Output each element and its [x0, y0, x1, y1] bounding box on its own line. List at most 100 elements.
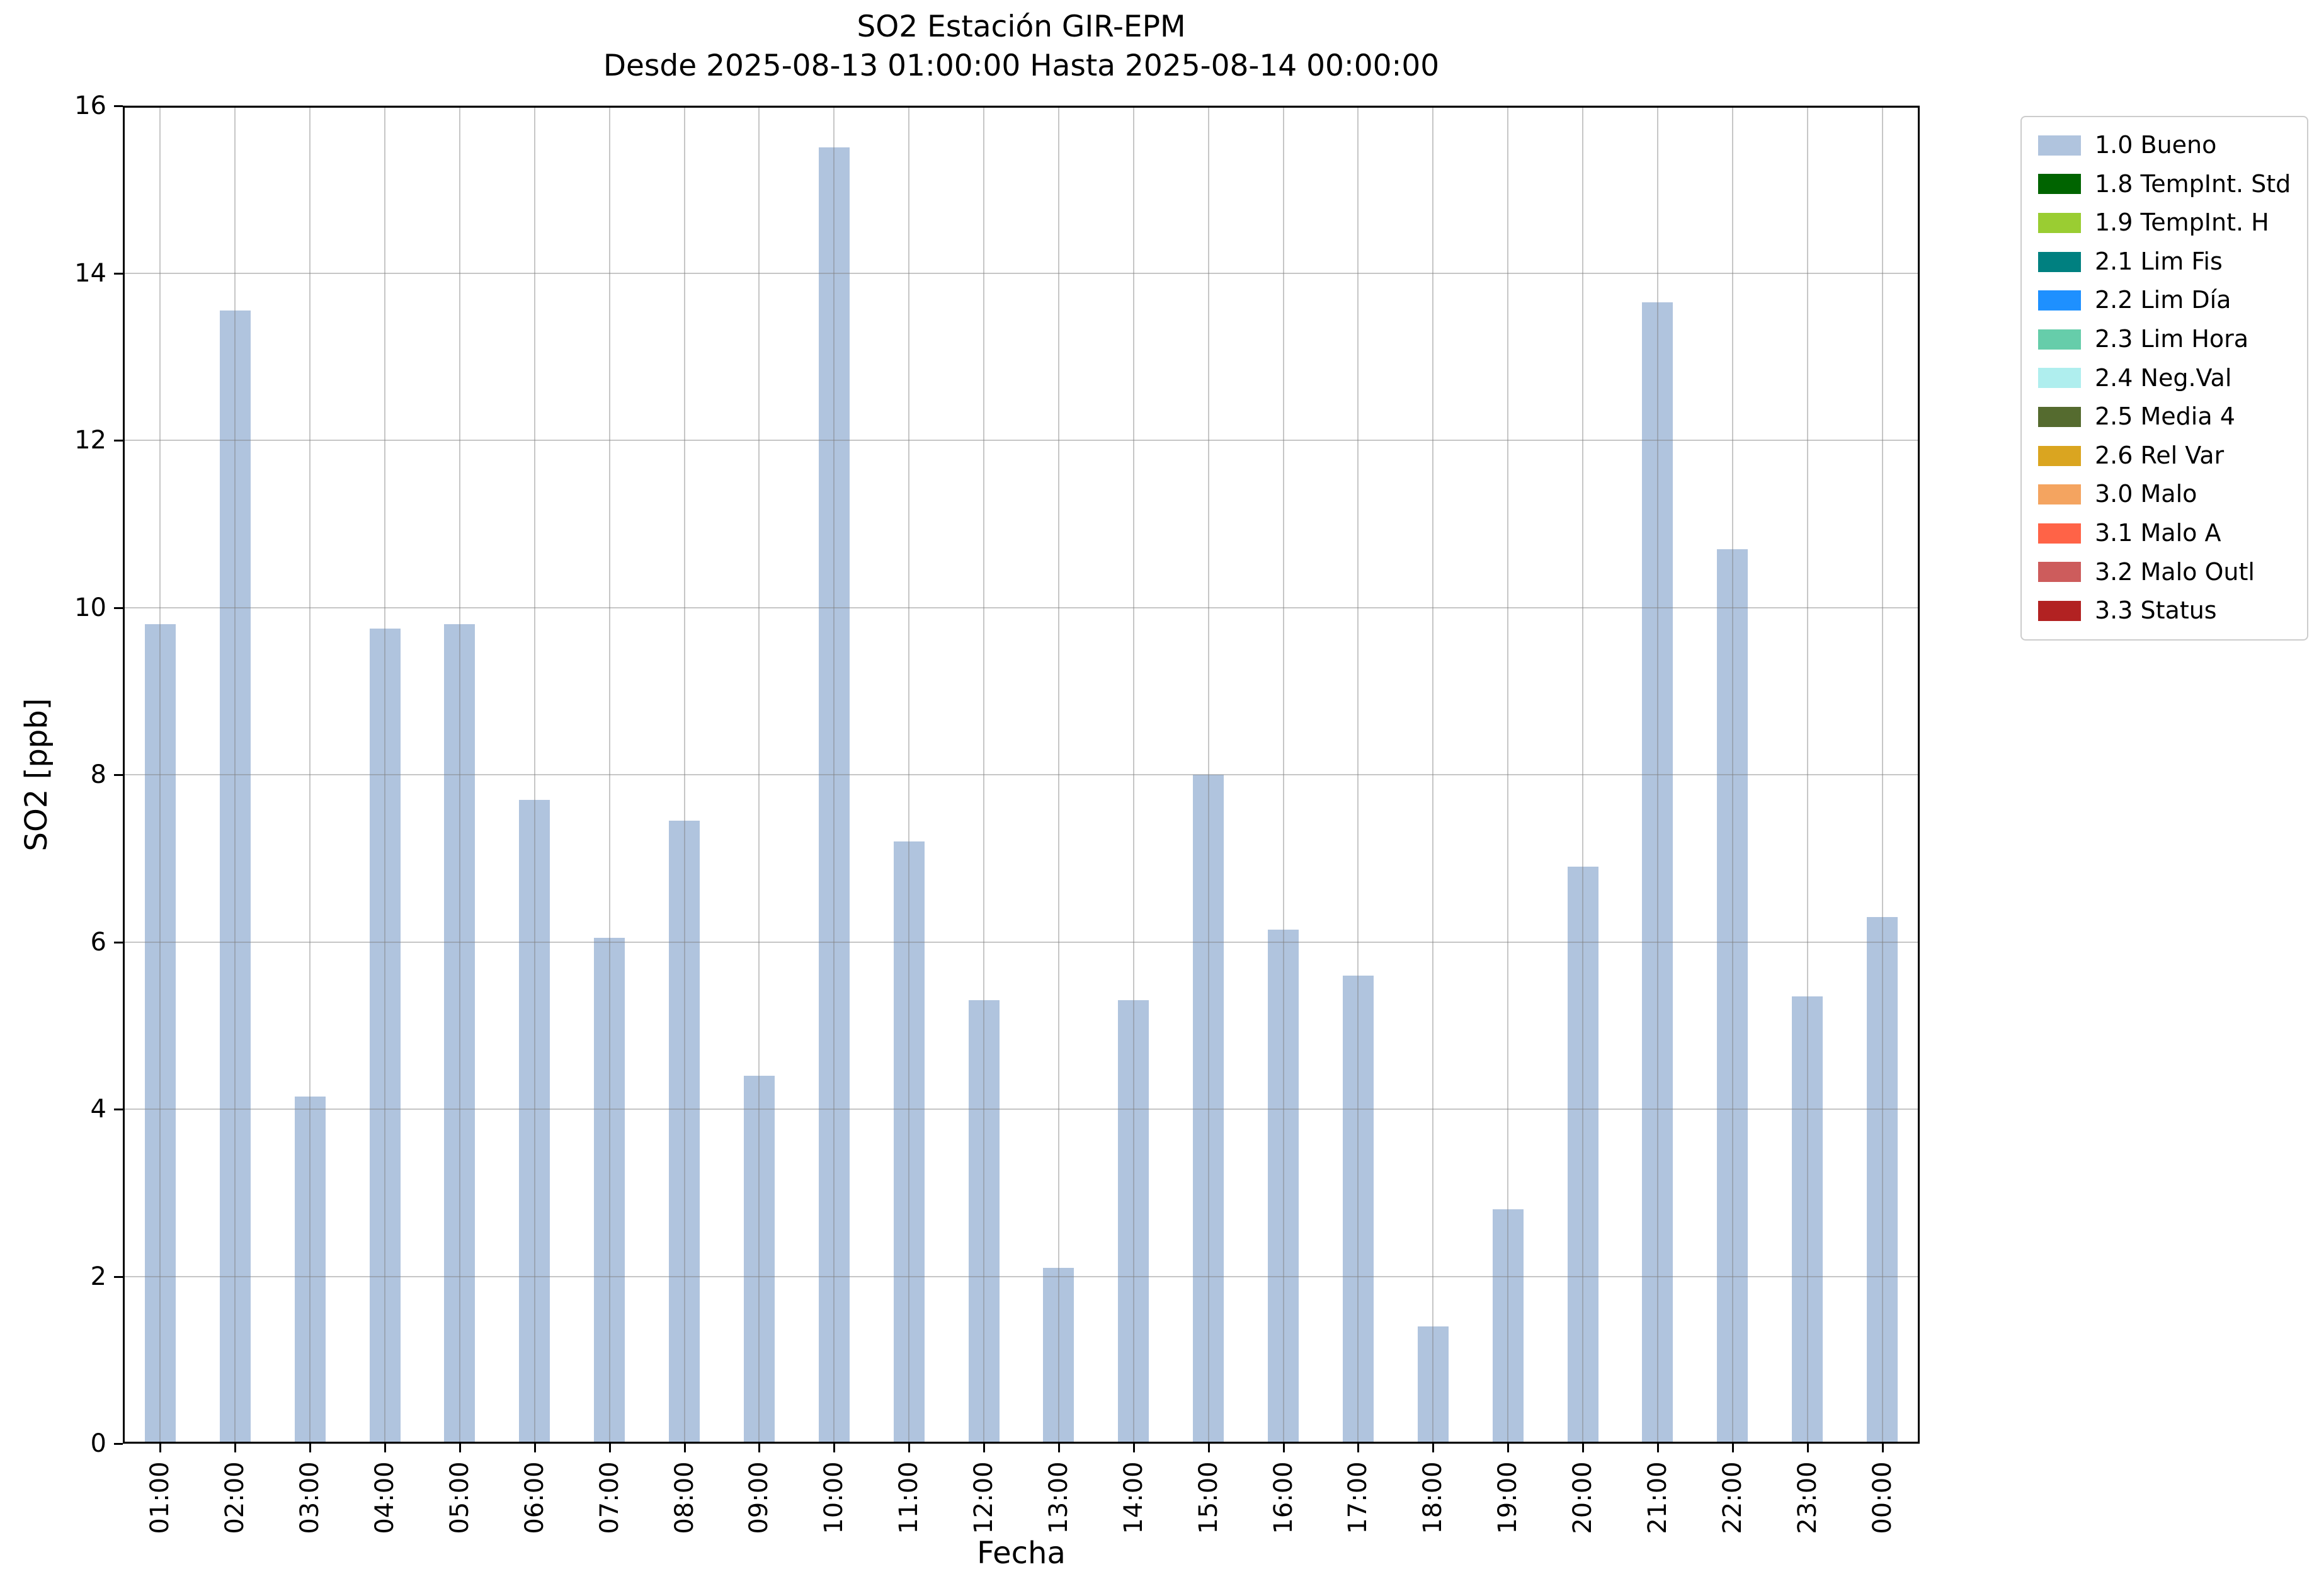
gridline-vertical — [459, 106, 460, 1444]
y-tick-mark — [114, 1443, 123, 1445]
legend-label: 2.3 Lim Hora — [2095, 324, 2249, 353]
gridline-vertical — [1133, 106, 1134, 1444]
y-tick-label-text: 14 — [74, 259, 106, 288]
legend-label: 3.2 Malo Outl — [2095, 557, 2255, 586]
x-tick-label-text: 00:00 — [1868, 1461, 1897, 1534]
x-axis-label: Fecha — [977, 1536, 1066, 1571]
y-tick-mark — [114, 440, 123, 442]
plot-area — [123, 105, 1920, 1444]
legend-label: 2.1 Lim Fis — [2095, 247, 2223, 275]
gridline-vertical — [1357, 106, 1359, 1444]
x-tick-mark — [908, 1444, 910, 1452]
bar-12:00 — [969, 1000, 1000, 1444]
legend-label: 1.8 TempInt. Std — [2095, 169, 2291, 198]
gridline-vertical — [1432, 106, 1433, 1444]
y-tick-label-text: 8 — [90, 760, 106, 789]
x-tick-mark — [609, 1444, 611, 1452]
bar-18:00 — [1418, 1326, 1449, 1444]
legend-label: 1.9 TempInt. H — [2095, 208, 2269, 237]
legend-entry: 3.3 Status — [2038, 596, 2291, 625]
y-tick-mark — [114, 105, 123, 107]
y-tick-label-text: 16 — [74, 91, 106, 120]
y-tick-label-text: 12 — [74, 426, 106, 455]
legend-entry: 1.8 TempInt. Std — [2038, 170, 2291, 199]
bar-23:00 — [1792, 996, 1823, 1444]
bar-16:00 — [1268, 930, 1299, 1444]
gridline-vertical — [1208, 106, 1209, 1444]
y-tick-mark — [114, 942, 123, 943]
bar-08:00 — [669, 821, 700, 1444]
x-tick-label-text: 18:00 — [1418, 1461, 1447, 1534]
gridline-vertical — [1657, 106, 1658, 1444]
x-tick-label-text: 23:00 — [1793, 1461, 1822, 1534]
x-tick-label-text: 05:00 — [445, 1461, 474, 1534]
x-tick-label-text: 19:00 — [1493, 1461, 1522, 1534]
legend-swatch-icon — [2038, 174, 2081, 195]
x-tick-label-text: 01:00 — [145, 1461, 174, 1534]
x-tick-label-text: 08:00 — [670, 1461, 699, 1534]
x-tick-mark — [1432, 1444, 1434, 1452]
gridline-vertical — [758, 106, 760, 1444]
gridline-horizontal — [123, 774, 1920, 775]
gridline-vertical — [384, 106, 385, 1444]
legend-label: 2.4 Neg.Val — [2095, 363, 2232, 392]
gridline-vertical — [1058, 106, 1059, 1444]
x-tick-label-text: 20:00 — [1568, 1461, 1597, 1534]
legend-swatch-icon — [2038, 212, 2081, 233]
x-tick-label-text: 02:00 — [220, 1461, 249, 1534]
chart-title: SO2 Estación GIR-EPM — [857, 9, 1186, 44]
bar-11:00 — [894, 841, 925, 1444]
y-tick-mark — [114, 1109, 123, 1110]
y-tick-label-text: 4 — [90, 1095, 106, 1124]
x-tick-mark — [384, 1444, 386, 1452]
bar-04:00 — [370, 629, 401, 1444]
legend-swatch-icon — [2038, 406, 2081, 427]
gridline-horizontal — [123, 942, 1920, 943]
bar-10:00 — [819, 147, 850, 1444]
bar-21:00 — [1642, 302, 1673, 1444]
legend: 1.0 Bueno 1.8 TempInt. Std 1.9 TempInt. H 2… — [2020, 116, 2309, 641]
x-tick-mark — [1882, 1444, 1884, 1452]
x-tick-label-text: 04:00 — [370, 1461, 399, 1534]
legend-swatch-icon — [2038, 290, 2081, 311]
gridline-horizontal — [123, 1276, 1920, 1277]
y-tick-label-text: 10 — [74, 593, 106, 622]
gridline-vertical — [1582, 106, 1583, 1444]
legend-swatch-icon — [2038, 600, 2081, 621]
x-tick-label-text: 09:00 — [744, 1461, 773, 1534]
gridline-horizontal — [123, 1109, 1920, 1110]
legend-label: 1.0 Bueno — [2095, 131, 2217, 159]
gridline-vertical — [684, 106, 685, 1444]
x-tick-label-text: 03:00 — [295, 1461, 324, 1534]
bar-01:00 — [145, 624, 176, 1444]
y-tick-label-text: 6 — [90, 928, 106, 957]
x-tick-mark — [1208, 1444, 1210, 1452]
x-tick-label-text: 16:00 — [1269, 1461, 1298, 1534]
gridline-vertical — [1507, 106, 1508, 1444]
legend-label: 3.0 Malo — [2095, 480, 2197, 508]
bar-22:00 — [1717, 549, 1748, 1444]
y-axis-label-text: SO2 [ppb] — [19, 698, 54, 852]
y-tick-mark — [114, 1276, 123, 1278]
legend-swatch-icon — [2038, 484, 2081, 505]
gridline-vertical — [159, 106, 161, 1444]
bar-02:00 — [220, 311, 251, 1444]
y-tick-label-text: 2 — [90, 1262, 106, 1291]
gridline-horizontal — [123, 440, 1920, 441]
x-tick-label-text: 07:00 — [595, 1461, 624, 1534]
bar-20:00 — [1568, 867, 1598, 1444]
legend-entry: 1.9 TempInt. H — [2038, 208, 2291, 237]
y-tick-mark — [114, 774, 123, 776]
bar-05:00 — [444, 624, 475, 1444]
gridline-vertical — [609, 106, 610, 1444]
x-tick-mark — [459, 1444, 461, 1452]
bar-00:00 — [1867, 917, 1898, 1444]
x-tick-label-text: 11:00 — [894, 1461, 923, 1534]
legend-entry: 2.5 Media 4 — [2038, 402, 2291, 431]
x-tick-mark — [1357, 1444, 1359, 1452]
bar-17:00 — [1343, 976, 1374, 1444]
legend-entry: 3.2 Malo Outl — [2038, 558, 2291, 587]
x-tick-label-text: 10:00 — [819, 1461, 848, 1534]
gridline-vertical — [234, 106, 236, 1444]
